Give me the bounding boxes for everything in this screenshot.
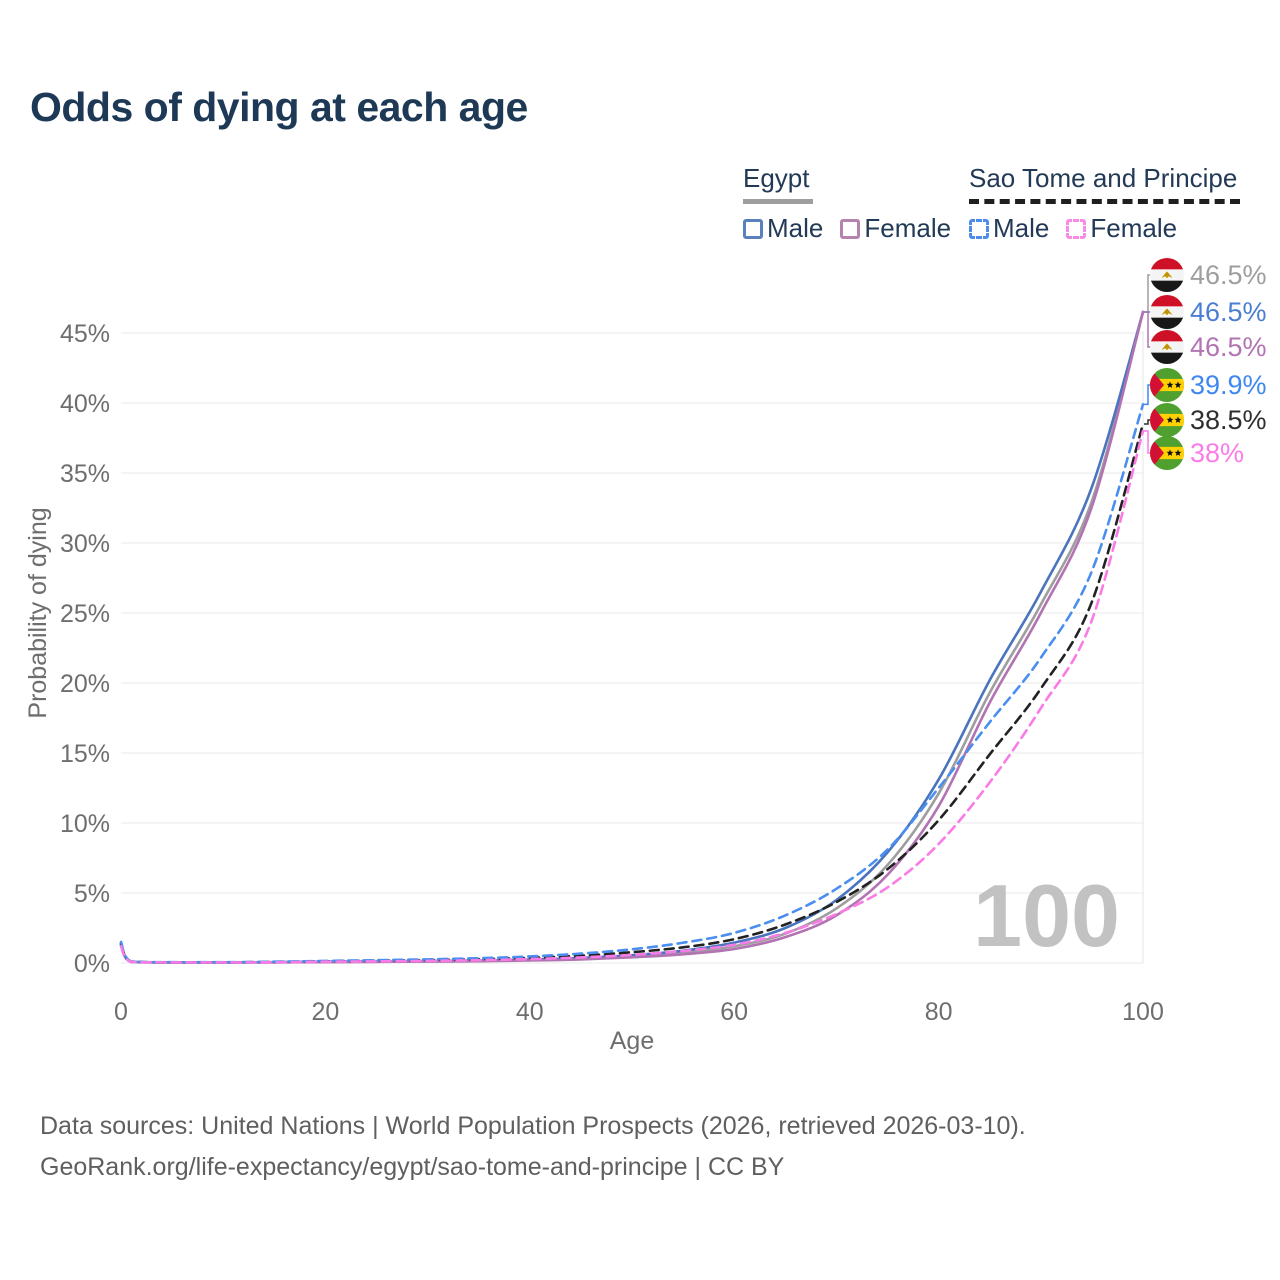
y-tick-label: 10% (60, 810, 110, 838)
end-label-connector-stp-male (1144, 384, 1151, 406)
legend-swatch-stp-male[interactable] (969, 218, 989, 239)
legend-swatch-egypt-female[interactable] (840, 218, 861, 239)
flag-egypt-icon (1150, 330, 1184, 364)
y-tick-label: 45% (60, 320, 110, 348)
flag-sao-tome-and-principe-icon (1150, 368, 1184, 402)
flag-egypt-icon (1150, 258, 1184, 292)
end-label-value-stp: 38.5% (1190, 405, 1267, 435)
legend-header-sao-tome-and-principe: Sao Tome and Principe (969, 163, 1241, 204)
legend-item-stp-male[interactable]: Male (969, 213, 1049, 244)
y-tick-label: 25% (60, 600, 110, 628)
end-label-value-egypt-female: 46.5% (1190, 332, 1267, 362)
page-title: Odds of dying at each age (30, 84, 528, 130)
y-tick-label: 15% (60, 740, 110, 768)
end-label-value-egypt: 46.5% (1190, 260, 1267, 290)
series-line-stp-female[interactable] (119, 429, 1145, 964)
legend-header-egypt: Egypt (743, 163, 813, 204)
x-tick-label: 40 (516, 998, 544, 1026)
legend-item-stp-female[interactable]: Female (1066, 213, 1177, 244)
x-axis-title: Age (610, 1027, 654, 1055)
legend-swatch-egypt-male[interactable] (743, 218, 763, 239)
legend-group-sao-tome-and-principe: Sao Tome and Principe Male Female (969, 163, 1241, 244)
x-tick-label: 20 (311, 998, 339, 1026)
series-line-egypt-male[interactable] (119, 310, 1145, 964)
x-tick-label: 100 (1122, 998, 1164, 1026)
end-label-value-stp-male: 39.9% (1190, 370, 1267, 400)
flag-egypt-icon (1150, 295, 1184, 329)
end-label-connector-stp (1144, 419, 1151, 425)
y-tick-label: 0% (74, 950, 110, 978)
series-line-egypt[interactable] (119, 310, 1145, 964)
legend-item-egypt-female[interactable]: Female (840, 213, 951, 244)
y-axis-title: Probability of dying (24, 507, 52, 718)
legend-label-stp-male: Male (993, 213, 1050, 243)
x-tick-label: 60 (720, 998, 748, 1026)
flag-sao-tome-and-principe-icon (1150, 436, 1184, 470)
end-label-value-stp-female: 38% (1190, 438, 1244, 468)
x-tick-label: 0 (114, 998, 128, 1026)
x-tick-label: 80 (925, 998, 953, 1026)
footer-data-sources: Data sources: United Nations | World Pop… (40, 1112, 1026, 1140)
footer-attribution: GeoRank.org/life-expectancy/egypt/sao-to… (40, 1153, 785, 1181)
legend-group-egypt: Egypt Male Female (743, 163, 951, 244)
y-tick-label: 5% (74, 880, 110, 908)
flag-sao-tome-and-principe-icon (1150, 403, 1184, 437)
legend-label-egypt-female: Female (864, 213, 952, 243)
end-label-value-egypt-male: 46.5% (1190, 297, 1267, 327)
y-tick-label: 35% (60, 460, 110, 488)
legend-row-sao-tome-and-principe: Male Female (969, 213, 1240, 244)
y-tick-label: 20% (60, 670, 110, 698)
legend-label-egypt-male: Male (767, 213, 824, 243)
age-counter-watermark: 100 (973, 866, 1120, 965)
y-tick-label: 30% (60, 530, 110, 558)
legend-label-stp-female: Female (1090, 213, 1178, 243)
legend-item-egypt-male[interactable]: Male (743, 213, 823, 244)
end-label-connector-egypt-female (1144, 311, 1151, 348)
footer: Data sources: United Nations | World Pop… (40, 1106, 1026, 1188)
y-tick-label: 40% (60, 390, 110, 418)
legend-swatch-stp-female[interactable] (1066, 218, 1087, 239)
series-line-egypt-female[interactable] (119, 310, 1145, 964)
legend-row-egypt: Male Female (743, 213, 951, 244)
end-label-connector-egypt (1144, 274, 1151, 313)
end-label-connector-stp-female (1144, 430, 1151, 454)
